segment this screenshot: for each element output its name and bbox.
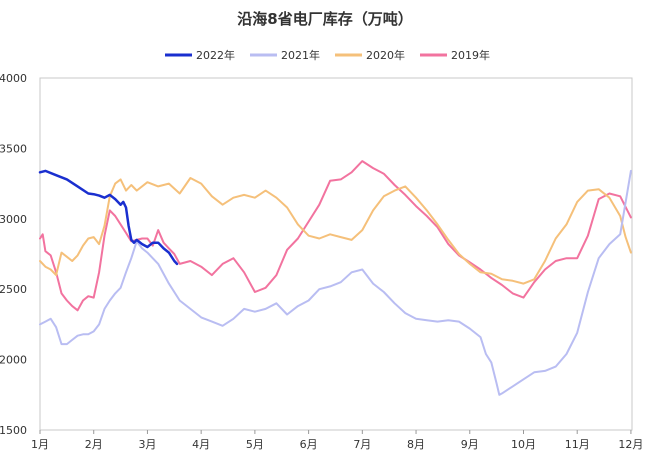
- y-tick-label: 1500: [0, 424, 27, 437]
- x-tick-label: 3月: [138, 438, 156, 451]
- series-line-2021年: [39, 169, 632, 396]
- x-tick-label: 7月: [353, 438, 371, 451]
- x-tick-label: 1月: [31, 438, 49, 451]
- series-line-2022年: [38, 169, 179, 266]
- series-line-2019年: [39, 160, 632, 312]
- x-axis: 1月 2月 3月 4月 5月 6月 7月 8月 9月 10月 11月 12月: [31, 430, 643, 451]
- x-tick-label: 9月: [461, 438, 479, 451]
- legend-item-2020[interactable]: 2020年: [335, 48, 405, 62]
- legend-item-2019[interactable]: 2019年: [420, 48, 490, 62]
- y-tick-label: 3000: [0, 213, 27, 226]
- chart-title: 沿海8省电厂库存（万吨）: [237, 10, 412, 28]
- x-tick-label: 12月: [618, 438, 643, 451]
- legend-item-2021[interactable]: 2021年: [250, 48, 320, 62]
- y-tick-label: 2500: [0, 283, 27, 296]
- x-tick-label: 11月: [565, 438, 590, 451]
- x-tick-label: 8月: [407, 438, 425, 451]
- legend: 2022年 2021年 2020年 2019年: [165, 48, 490, 62]
- y-tick-label: 3500: [0, 142, 27, 155]
- legend-label-2022: 2022年: [196, 48, 235, 62]
- x-tick-label: 6月: [300, 438, 318, 451]
- y-tick-label: 4000: [0, 72, 27, 85]
- legend-label-2021: 2021年: [281, 48, 320, 62]
- series-line-2020年: [39, 177, 632, 285]
- y-axis: 1500 2000 2500 3000 3500 4000: [0, 72, 27, 437]
- x-tick-label: 10月: [511, 438, 536, 451]
- legend-label-2020: 2020年: [366, 48, 405, 62]
- x-tick-label: 5月: [246, 438, 264, 451]
- legend-label-2019: 2019年: [451, 48, 490, 62]
- x-tick-label: 2月: [85, 438, 103, 451]
- legend-item-2022[interactable]: 2022年: [165, 48, 235, 62]
- plot-area-border: [39, 77, 633, 431]
- x-tick-label: 4月: [192, 438, 210, 451]
- y-tick-label: 2000: [0, 354, 27, 367]
- series-layer: [38, 160, 632, 396]
